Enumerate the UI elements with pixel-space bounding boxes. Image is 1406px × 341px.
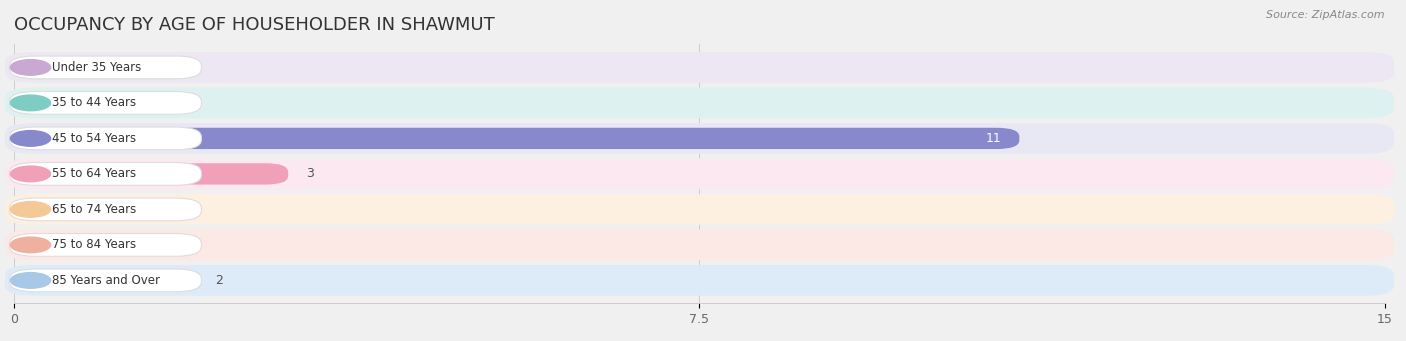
FancyBboxPatch shape (14, 270, 197, 291)
Text: 3: 3 (307, 167, 315, 180)
FancyBboxPatch shape (10, 198, 201, 221)
Text: 35 to 44 Years: 35 to 44 Years (52, 97, 136, 109)
Circle shape (10, 202, 51, 217)
FancyBboxPatch shape (4, 123, 1395, 154)
FancyBboxPatch shape (4, 159, 1395, 189)
Circle shape (10, 237, 51, 253)
FancyBboxPatch shape (10, 56, 201, 79)
FancyBboxPatch shape (4, 265, 1395, 296)
Circle shape (10, 60, 51, 75)
FancyBboxPatch shape (4, 229, 1395, 260)
Text: 2: 2 (215, 274, 224, 287)
FancyBboxPatch shape (4, 194, 1395, 225)
Text: 0: 0 (28, 61, 35, 74)
FancyBboxPatch shape (4, 52, 1395, 83)
FancyBboxPatch shape (10, 127, 201, 150)
FancyBboxPatch shape (14, 163, 288, 184)
Text: Under 35 Years: Under 35 Years (52, 61, 142, 74)
Text: OCCUPANCY BY AGE OF HOUSEHOLDER IN SHAWMUT: OCCUPANCY BY AGE OF HOUSEHOLDER IN SHAWM… (14, 16, 495, 34)
Text: 65 to 74 Years: 65 to 74 Years (52, 203, 136, 216)
FancyBboxPatch shape (10, 234, 201, 256)
FancyBboxPatch shape (10, 91, 201, 114)
FancyBboxPatch shape (4, 88, 1395, 118)
Text: 11: 11 (986, 132, 1001, 145)
Text: 45 to 54 Years: 45 to 54 Years (52, 132, 136, 145)
Circle shape (10, 95, 51, 111)
Text: 55 to 64 Years: 55 to 64 Years (52, 167, 136, 180)
FancyBboxPatch shape (10, 269, 201, 292)
Circle shape (10, 131, 51, 146)
FancyBboxPatch shape (10, 163, 201, 185)
Circle shape (10, 166, 51, 182)
Text: 0: 0 (28, 97, 35, 109)
Circle shape (10, 272, 51, 288)
Text: 75 to 84 Years: 75 to 84 Years (52, 238, 136, 251)
FancyBboxPatch shape (14, 128, 1019, 149)
Text: 0: 0 (28, 203, 35, 216)
Text: 85 Years and Over: 85 Years and Over (52, 274, 160, 287)
Text: 0: 0 (28, 238, 35, 251)
Text: Source: ZipAtlas.com: Source: ZipAtlas.com (1267, 10, 1385, 20)
